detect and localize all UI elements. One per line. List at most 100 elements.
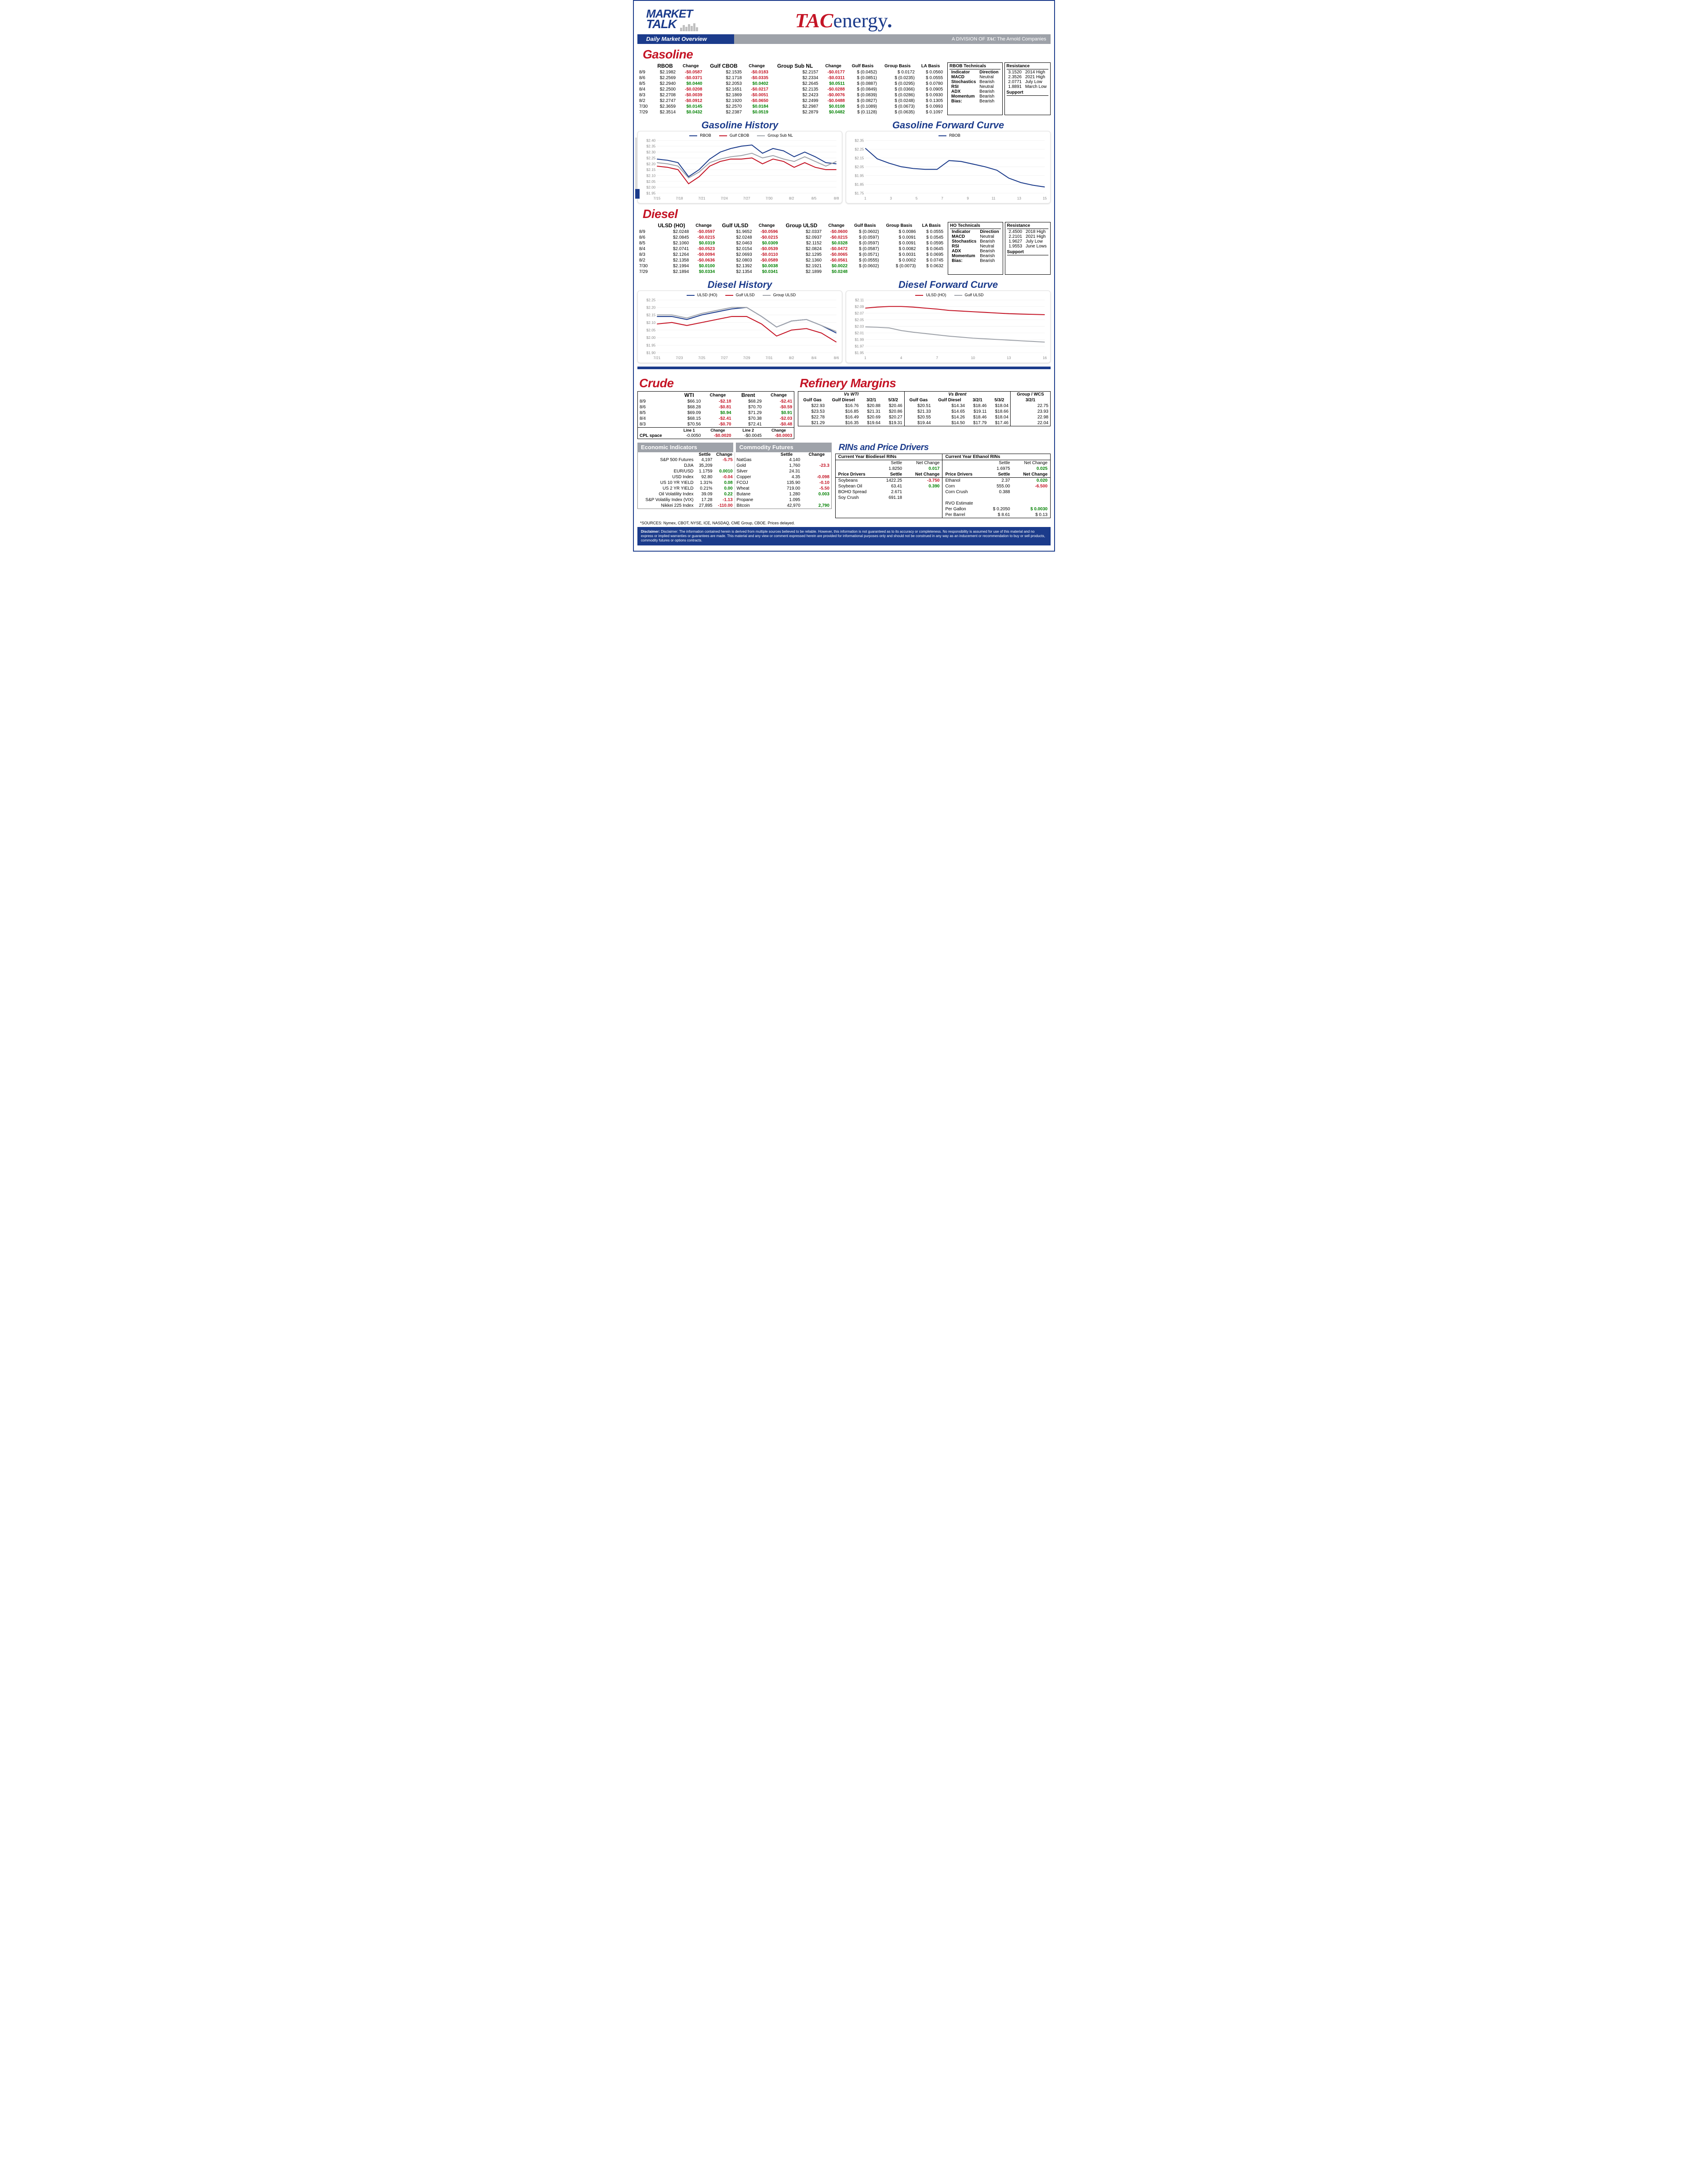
svg-text:8/8: 8/8 bbox=[834, 196, 839, 200]
dsl-forward-title: Diesel Forward Curve bbox=[846, 279, 1051, 291]
tac-energy-logo: TACenergy. bbox=[795, 9, 893, 32]
refinery-title: Refinery Margins bbox=[800, 376, 1051, 390]
svg-text:16: 16 bbox=[1043, 356, 1047, 360]
division-label: A DIVISION OF TAC The Arnold Companies bbox=[952, 34, 1046, 44]
svg-text:$2.25: $2.25 bbox=[647, 298, 656, 302]
gasoline-resistance: Resistance 3.15202014 High2.35262021 Hig… bbox=[1004, 62, 1051, 115]
svg-text:$2.07: $2.07 bbox=[855, 311, 864, 315]
crude-title: Crude bbox=[639, 376, 794, 390]
svg-text:$2.35: $2.35 bbox=[855, 138, 864, 142]
diesel-table: ULSD (HO)ChangeGulf ULSDChangeGroup ULSD… bbox=[637, 222, 945, 275]
svg-text:$2.15: $2.15 bbox=[855, 156, 864, 160]
sources-note: *SOURCES: Nymex, CBOT, NYSE, ICE, NASDAQ… bbox=[640, 521, 1051, 525]
refinery-table: Vs WTIVs BrentGroup / WCSGulf GasGulf Di… bbox=[798, 391, 1051, 426]
svg-text:$2.20: $2.20 bbox=[647, 162, 656, 166]
svg-text:$2.30: $2.30 bbox=[647, 150, 656, 154]
svg-text:$2.40: $2.40 bbox=[647, 138, 656, 142]
svg-text:8/5: 8/5 bbox=[811, 196, 817, 200]
svg-text:$2.15: $2.15 bbox=[647, 167, 656, 172]
cf-header: Commodity Futures bbox=[736, 443, 832, 452]
gas-forward-chart: RBOB $1.75$1.85$1.95$2.05$2.15$2.25$2.35… bbox=[846, 131, 1051, 204]
svg-text:8/4: 8/4 bbox=[811, 356, 817, 360]
gas-history-chart: RBOBGulf CBOBGroup Sub NL $1.95$2.00$2.0… bbox=[637, 131, 842, 204]
svg-text:$2.05: $2.05 bbox=[855, 317, 864, 322]
diesel-title: Diesel bbox=[643, 207, 1051, 221]
logo-talk: TALK bbox=[646, 17, 677, 31]
svg-text:$2.25: $2.25 bbox=[855, 147, 864, 151]
cf-table: SettleChangeNatGas4.140Gold1,760-23.3Sil… bbox=[735, 452, 831, 509]
svg-text:8/6: 8/6 bbox=[834, 356, 839, 360]
overview-label: Daily Market Overview bbox=[637, 34, 734, 44]
svg-text:7/21: 7/21 bbox=[653, 356, 661, 360]
gasoline-charts: Gasoline History RBOBGulf CBOBGroup Sub … bbox=[637, 117, 1051, 204]
svg-text:7/30: 7/30 bbox=[766, 196, 773, 200]
svg-text:$2.03: $2.03 bbox=[855, 324, 864, 329]
svg-text:7/21: 7/21 bbox=[698, 196, 706, 200]
svg-text:7/24: 7/24 bbox=[720, 196, 728, 200]
svg-text:1: 1 bbox=[864, 196, 866, 200]
dsl-history-chart: ULSD (HO)Gulf ULSDGroup ULSD $1.90$1.95$… bbox=[637, 291, 842, 363]
svg-text:8/2: 8/2 bbox=[789, 196, 794, 200]
crude-table: WTIChangeBrentChange8/9$66.10-$2.18$68.2… bbox=[637, 391, 794, 439]
svg-text:$2.05: $2.05 bbox=[647, 179, 656, 184]
svg-text:1: 1 bbox=[864, 356, 866, 360]
svg-text:8/2: 8/2 bbox=[789, 356, 794, 360]
svg-text:$1.85: $1.85 bbox=[855, 182, 864, 186]
svg-text:7/23: 7/23 bbox=[676, 356, 683, 360]
svg-text:$2.20: $2.20 bbox=[647, 305, 656, 310]
disclaimer: Disclaimer: Disclaimer: The information … bbox=[637, 527, 1051, 545]
svg-text:$2.25: $2.25 bbox=[647, 156, 656, 160]
gasoline-row: RBOBChangeGulf CBOBChangeGroup Sub NLCha… bbox=[637, 62, 1051, 115]
svg-text:$2.00: $2.00 bbox=[647, 185, 656, 189]
svg-text:$1.95: $1.95 bbox=[855, 173, 864, 178]
crude-refinery-row: Crude WTIChangeBrentChange8/9$66.10-$2.1… bbox=[637, 373, 1051, 439]
tac-red: TAC bbox=[795, 9, 833, 32]
tac-blue: energy bbox=[833, 9, 888, 32]
svg-text:$1.99: $1.99 bbox=[855, 338, 864, 342]
ho-technicals: HO Technicals IndicatorDirectionMACDNeut… bbox=[948, 222, 1003, 275]
gasoline-table: RBOBChangeGulf CBOBChangeGroup Sub NLCha… bbox=[637, 62, 945, 115]
svg-text:$2.11: $2.11 bbox=[855, 298, 864, 302]
svg-text:$2.10: $2.10 bbox=[647, 320, 656, 325]
svg-text:$1.97: $1.97 bbox=[855, 344, 864, 349]
svg-text:7/27: 7/27 bbox=[720, 356, 728, 360]
svg-text:$1.95: $1.95 bbox=[647, 343, 656, 347]
svg-text:7/18: 7/18 bbox=[676, 196, 683, 200]
svg-text:$2.10: $2.10 bbox=[647, 173, 656, 178]
bottom-row: Economic Indicators Commodity Futures Se… bbox=[637, 443, 1051, 518]
svg-text:$2.05: $2.05 bbox=[647, 328, 656, 332]
svg-text:7/29: 7/29 bbox=[743, 356, 750, 360]
svg-text:3: 3 bbox=[890, 196, 892, 200]
rins-box: Current Year Biodiesel RINsCurrent Year … bbox=[835, 454, 1051, 518]
svg-text:13: 13 bbox=[1007, 356, 1011, 360]
header: MARKET TALK TACenergy. Daily Market Over… bbox=[637, 4, 1051, 44]
svg-text:$1.95: $1.95 bbox=[647, 191, 656, 196]
svg-text:$2.09: $2.09 bbox=[855, 304, 864, 309]
svg-text:11: 11 bbox=[992, 196, 996, 200]
logo-bars-icon bbox=[680, 17, 698, 31]
diesel-charts: Diesel History ULSD (HO)Gulf ULSDGroup U… bbox=[637, 276, 1051, 363]
svg-text:$2.05: $2.05 bbox=[855, 164, 864, 169]
svg-text:$2.01: $2.01 bbox=[855, 331, 864, 335]
ei-header: Economic Indicators bbox=[637, 443, 733, 452]
svg-text:7/27: 7/27 bbox=[743, 196, 750, 200]
diesel-row: ULSD (HO)ChangeGulf ULSDChangeGroup ULSD… bbox=[637, 222, 1051, 275]
rbob-technicals: RBOB Technicals IndicatorDirectionMACDNe… bbox=[947, 62, 1002, 115]
svg-text:$1.95: $1.95 bbox=[855, 351, 864, 355]
header-bar: Daily Market Overview A DIVISION OF TAC … bbox=[637, 34, 1051, 44]
svg-text:9: 9 bbox=[967, 196, 969, 200]
gas-history-title: Gasoline History bbox=[637, 120, 842, 131]
svg-text:$2.35: $2.35 bbox=[647, 144, 656, 149]
logo-talk-row: TALK bbox=[646, 17, 698, 31]
gasoline-title: Gasoline bbox=[643, 47, 1051, 62]
svg-text:$1.90: $1.90 bbox=[647, 351, 656, 355]
dsl-history-title: Diesel History bbox=[637, 279, 842, 291]
svg-text:5: 5 bbox=[916, 196, 918, 200]
ei-table: SettleChangeS&P 500 Futures4,197-5.75DJI… bbox=[638, 452, 735, 509]
svg-text:7: 7 bbox=[936, 356, 938, 360]
rins-title: RINs and Price Drivers bbox=[839, 443, 1051, 453]
dsl-forward-chart: ULSD (HO)Gulf ULSD $1.95$1.97$1.99$2.01$… bbox=[846, 291, 1051, 363]
svg-text:7/31: 7/31 bbox=[766, 356, 773, 360]
market-talk-logo: MARKET TALK bbox=[646, 7, 698, 31]
svg-text:15: 15 bbox=[1043, 196, 1047, 200]
